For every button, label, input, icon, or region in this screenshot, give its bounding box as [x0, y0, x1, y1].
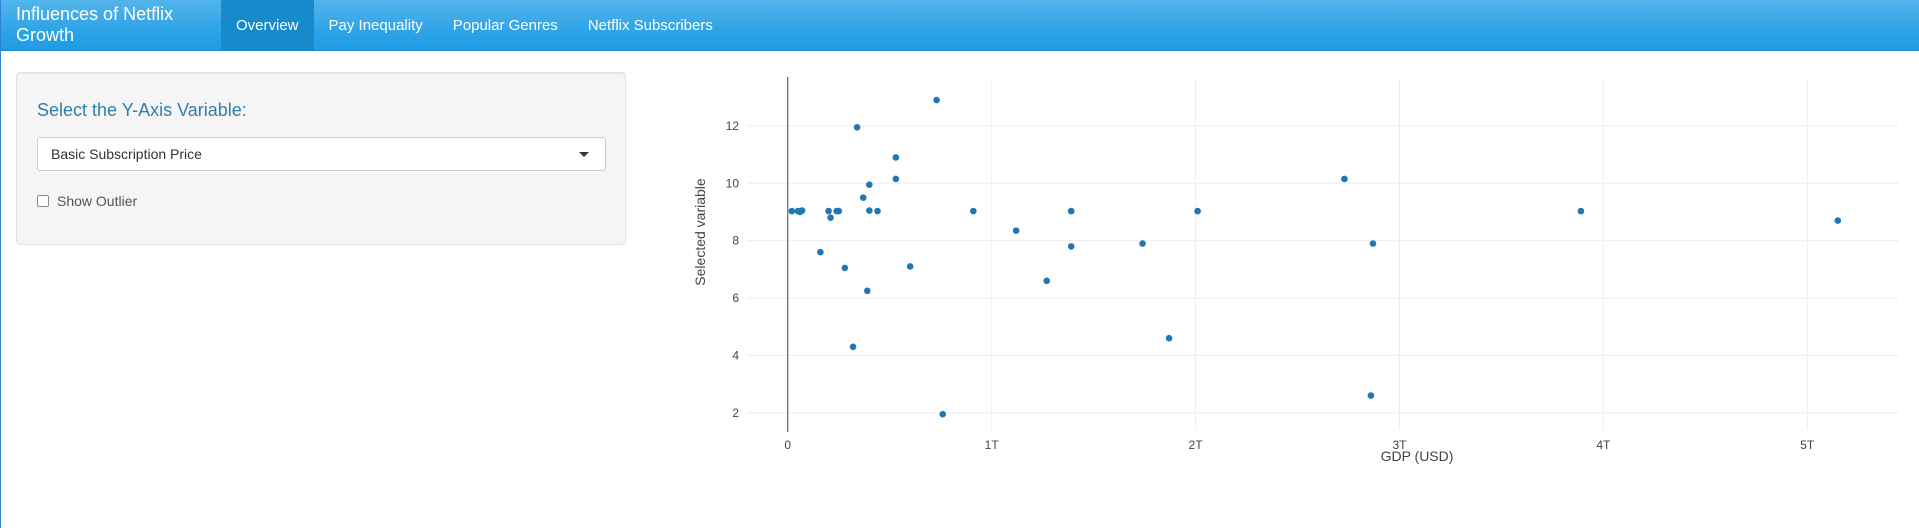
- navbar: Influences of Netflix Growth Overview Pa…: [1, 0, 1919, 51]
- scatter-point[interactable]: [1043, 277, 1051, 285]
- scatter-point[interactable]: [892, 154, 900, 161]
- x-tick-label: 1T: [985, 438, 1000, 452]
- scatter-point[interactable]: [1834, 217, 1842, 224]
- points-layer: [788, 96, 1842, 418]
- scatter-point[interactable]: [866, 207, 873, 214]
- scatter-point[interactable]: [841, 264, 849, 272]
- scatter-point[interactable]: [892, 175, 900, 183]
- scatter-point[interactable]: [853, 124, 861, 131]
- scatter-plot[interactable]: 2 4 6 8 10 12 0 1T 2T 3T 4T 5T GDP (USD) Selected v…: [651, 72, 1911, 492]
- y-tick-label: 6: [732, 291, 739, 305]
- y-axis-select[interactable]: Basic Subscription Price: [37, 137, 606, 171]
- scatter-point[interactable]: [1194, 207, 1201, 215]
- scatter-point[interactable]: [866, 181, 873, 189]
- tab-overview[interactable]: Overview: [221, 0, 314, 50]
- x-axis-label: GDP (USD): [1381, 448, 1454, 464]
- scatter-point[interactable]: [1577, 207, 1585, 215]
- scatter-point[interactable]: [859, 194, 867, 201]
- scatter-point[interactable]: [1369, 240, 1377, 247]
- x-tick-label: 5T: [1800, 438, 1815, 452]
- scatter-point[interactable]: [825, 207, 832, 215]
- scatter-point[interactable]: [1165, 334, 1173, 342]
- tab-netflix-subscribers[interactable]: Netflix Subscribers: [587, 16, 713, 34]
- show-outlier-checkbox[interactable]: [37, 195, 49, 207]
- scatter-point[interactable]: [788, 207, 796, 215]
- scatter-point[interactable]: [970, 207, 977, 215]
- scatter-point[interactable]: [817, 248, 824, 256]
- grid-layer: [747, 80, 1899, 430]
- x-tick-label: 4T: [1596, 438, 1611, 452]
- scatter-point[interactable]: [863, 287, 871, 295]
- scatter-point[interactable]: [874, 207, 881, 215]
- scatter-point[interactable]: [827, 214, 834, 222]
- x-tick-label: 0: [784, 438, 791, 452]
- scatter-point[interactable]: [1012, 227, 1020, 234]
- y-tick-label: 8: [732, 234, 739, 248]
- scatter-point[interactable]: [835, 207, 843, 215]
- scatter-point[interactable]: [849, 343, 857, 351]
- scatter-point[interactable]: [1067, 243, 1075, 250]
- y-tick-label: 2: [732, 406, 739, 420]
- x-tick-label: 2T: [1189, 438, 1204, 452]
- navbar-brand[interactable]: Influences of Netflix Growth: [16, 4, 174, 45]
- y-axis-select-label: Select the Y-Axis Variable:: [37, 100, 247, 120]
- scatter-point[interactable]: [1067, 207, 1075, 215]
- y-tick-label: 10: [726, 176, 740, 190]
- scatter-point[interactable]: [798, 207, 806, 214]
- scatter-point[interactable]: [1139, 240, 1146, 247]
- scatter-point[interactable]: [1367, 392, 1375, 399]
- x-tick-label: 3T: [1392, 438, 1407, 452]
- tab-pay-inequality[interactable]: Pay Inequality: [328, 16, 423, 34]
- axis-layer: 2 4 6 8 10 12 0 1T 2T 3T 4T 5T: [726, 77, 1815, 452]
- y-tick-label: 12: [726, 119, 740, 133]
- sidebar-panel: Select the Y-Axis Variable: Basic Subscr…: [16, 72, 626, 245]
- show-outlier-row[interactable]: Show Outlier: [37, 193, 137, 209]
- y-tick-label: 4: [732, 348, 739, 362]
- scatter-point[interactable]: [906, 263, 914, 270]
- show-outlier-label: Show Outlier: [57, 193, 138, 209]
- scatter-point[interactable]: [939, 410, 947, 418]
- chevron-down-icon: [579, 152, 589, 157]
- y-axis-label: Selected variable: [692, 178, 708, 286]
- y-axis-select-value: Basic Subscription Price: [51, 146, 202, 162]
- scatter-point[interactable]: [1341, 175, 1348, 183]
- tab-popular-genres[interactable]: Popular Genres: [452, 16, 558, 34]
- scatter-point[interactable]: [933, 96, 940, 104]
